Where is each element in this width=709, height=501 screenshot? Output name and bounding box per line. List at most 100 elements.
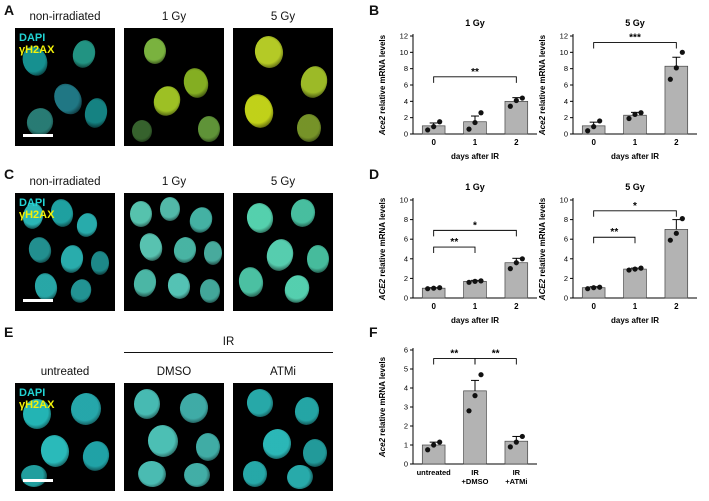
micrograph-e-dmso xyxy=(124,383,224,491)
chart-f: Ace2 relative mRNA levels 0 1 2 3 4 5 6 untreate… xyxy=(375,336,545,496)
data-point xyxy=(632,111,638,117)
data-point xyxy=(466,279,472,285)
y-tick-label: 4 xyxy=(404,384,408,393)
x-tick-label: 1 xyxy=(633,302,638,311)
significance-label: ** xyxy=(492,349,500,360)
nucleus xyxy=(38,432,72,470)
data-point xyxy=(597,284,603,290)
y-tick-label: 6 xyxy=(404,346,408,355)
significance-bracket xyxy=(433,229,517,237)
nucleus xyxy=(48,78,88,120)
micrograph-e-atmi xyxy=(233,383,333,491)
significance-label: ** xyxy=(450,237,458,248)
panel-label-b: B xyxy=(369,2,380,18)
data-point xyxy=(632,266,638,272)
nucleus xyxy=(144,38,166,64)
y-tick-label: 4 xyxy=(404,254,408,263)
y-tick-label: 4 xyxy=(564,254,568,263)
nucleus xyxy=(252,33,286,71)
scale-bar xyxy=(23,479,53,482)
nucleus xyxy=(196,433,220,461)
significance-bracket xyxy=(433,246,476,254)
data-point xyxy=(513,260,519,266)
data-point xyxy=(437,119,443,125)
nucleus xyxy=(285,462,315,491)
y-tick-label: 8 xyxy=(564,64,568,73)
x-tick-label: 0 xyxy=(591,302,596,311)
data-point xyxy=(466,408,472,414)
nucleus xyxy=(165,271,193,301)
micrograph-c-non-irradiated: DAPI γH2AX xyxy=(15,193,115,311)
y-axis-label-text: relative mRNA levels xyxy=(378,34,387,116)
data-point xyxy=(478,110,484,116)
x-tick-label: 0 xyxy=(431,138,436,147)
micrograph-a-1gy xyxy=(124,28,224,146)
nucleus xyxy=(69,37,99,71)
nucleus xyxy=(288,197,318,229)
nucleus xyxy=(171,235,199,265)
bar xyxy=(421,444,446,465)
x-tick-label: 0 xyxy=(591,138,596,147)
data-point xyxy=(425,127,431,133)
nucleus xyxy=(303,439,327,467)
y-axis-label: Ace2 relative mRNA levels xyxy=(538,34,547,136)
bar xyxy=(623,268,647,299)
y-tick-label: 6 xyxy=(404,81,408,90)
y-tick-label: 2 xyxy=(404,422,408,431)
nucleus xyxy=(200,279,220,303)
data-point xyxy=(431,285,437,291)
data-point xyxy=(478,372,484,378)
nucleus xyxy=(186,204,216,236)
nucleus xyxy=(91,251,109,275)
y-tick-label: 6 xyxy=(564,235,568,244)
data-point xyxy=(519,433,525,440)
image-label-e-dmso: DMSO xyxy=(156,366,192,378)
bar xyxy=(664,65,689,135)
y-axis-label: Ace2 relative mRNA levels xyxy=(378,356,387,458)
x-tick-label: 1 xyxy=(473,138,478,147)
data-point xyxy=(466,126,472,132)
significance-bracket xyxy=(433,76,517,83)
y-axis-label: Ace2 relative mRNA levels xyxy=(378,34,387,136)
data-point xyxy=(597,118,603,124)
micrograph-a-5gy xyxy=(233,28,333,146)
y-tick-label: 0 xyxy=(404,460,408,469)
y-tick-label: 2 xyxy=(564,274,568,283)
y-tick-label: 10 xyxy=(400,196,408,205)
y-axis-label-gene: Ace2 xyxy=(538,115,547,136)
data-point xyxy=(667,237,673,243)
x-tick-label: +DMSO xyxy=(462,477,489,486)
data-point xyxy=(638,110,644,116)
image-label-a-2: 5 Gy xyxy=(270,11,296,23)
y-axis-label: ACE2 relative mRNA levels xyxy=(538,197,547,301)
panel-label-e: E xyxy=(4,324,14,340)
image-label-c-0: non-irradiated xyxy=(29,176,101,188)
data-point xyxy=(425,286,431,292)
chart-d-5gy-svg: 5 Gy ACE2 relative mRNA levels 0 2 4 6 8 10 0 1 2 d… xyxy=(538,182,697,325)
x-tick-label: IR xyxy=(513,468,521,477)
x-tick-label: 0 xyxy=(431,302,436,311)
y-axis-label-gene: Ace2 xyxy=(378,437,387,458)
nucleus xyxy=(145,422,181,460)
data-point xyxy=(507,444,513,450)
nucleus xyxy=(134,389,160,419)
legend-gh2ax: γH2AX xyxy=(19,209,55,221)
data-point xyxy=(437,439,443,445)
significance-bracket xyxy=(593,210,677,217)
chart-d-5gy: 5 Gy ACE2 relative mRNA levels 0 2 4 6 8 10 0 1 2 d… xyxy=(535,178,705,328)
x-axis-label: days after IR xyxy=(451,316,499,325)
y-tick-label: 6 xyxy=(564,81,568,90)
nucleus xyxy=(131,267,159,299)
stain-legend: DAPI γH2AX xyxy=(19,387,54,411)
data-point xyxy=(679,49,685,55)
x-tick-label: 2 xyxy=(514,302,519,311)
nucleus xyxy=(184,463,210,487)
chart-title: 1 Gy xyxy=(465,18,485,28)
nucleus xyxy=(74,210,100,240)
y-tick-label: 3 xyxy=(404,403,408,412)
significance-label: *** xyxy=(629,33,641,44)
nucleus xyxy=(244,200,276,236)
data-point xyxy=(472,119,478,126)
data-point xyxy=(591,285,597,291)
nucleus xyxy=(307,245,329,273)
